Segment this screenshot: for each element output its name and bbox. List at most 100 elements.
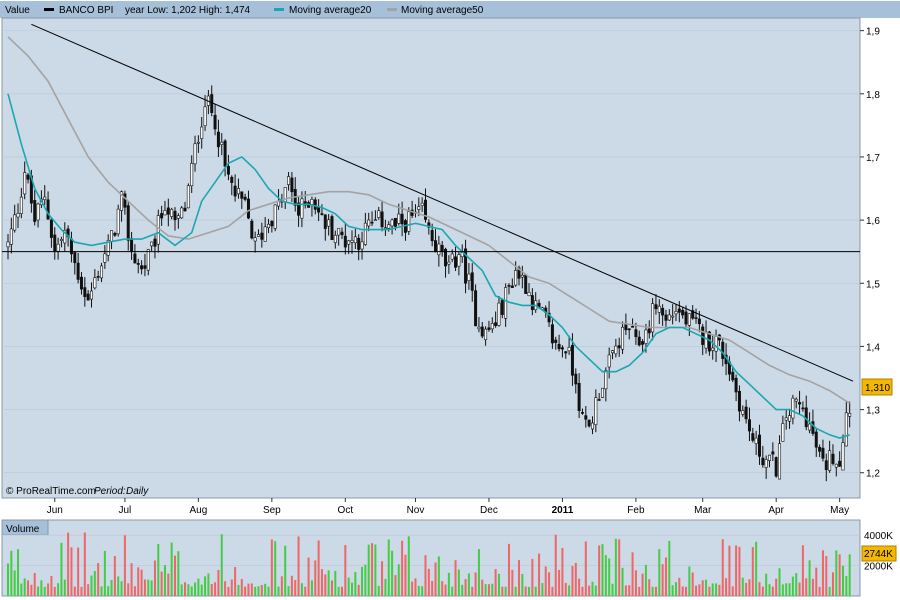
volume-bar [294,580,297,596]
candle-body [734,377,738,393]
candle-body [440,245,444,253]
volume-bar [113,556,116,596]
volume-bar [484,584,487,596]
volume-bar [417,585,420,596]
candle-body [731,371,735,381]
candle-body [310,198,314,205]
candle-body [497,302,501,326]
candle-body [340,231,344,236]
ma50-line [7,36,851,404]
candle-body [784,417,788,421]
price-tick-label: 1,6 [866,216,880,227]
volume-bar [234,567,237,596]
volume-bar [805,578,808,596]
volume-bar [738,546,741,596]
header-ma50-label: Moving average50 [401,5,484,16]
volume-bar [361,566,364,596]
volume-bar [685,586,688,596]
price-tick-label: 1,2 [866,469,880,480]
volume-bar [414,578,417,596]
candle-body [423,199,427,220]
volume-bar [701,580,704,596]
volume-bar [127,583,130,596]
candle-body [477,326,481,330]
volume-bar [775,578,778,596]
candle-body [360,241,364,250]
volume-bar [841,565,844,596]
volume-bar [117,576,120,596]
candle-body [757,434,761,457]
volume-bar [658,549,661,596]
candle-body [43,196,47,200]
candle-body [494,322,498,326]
candle-body [601,387,605,398]
month-label: Feb [627,505,645,516]
volume-bar [788,583,791,596]
candle-body [697,318,701,325]
volume-bar [825,556,828,596]
candle-body [828,450,832,471]
volume-bar [287,586,290,596]
candle-body [203,106,207,127]
candle-body [647,328,651,334]
volume-bar [511,569,514,596]
candle-body [273,204,277,229]
volume-bar [401,540,404,596]
volume-bar [761,586,764,596]
candle-body [530,295,534,311]
candle-body [798,402,802,405]
volume-bar [384,578,387,596]
candle-body [160,213,164,219]
volume-bar [310,580,313,596]
volume-bar [708,586,711,596]
volume-bar [194,582,197,596]
candle-body [240,191,244,199]
candle-body [89,290,93,300]
candle-body [778,443,782,480]
volume-bar [247,583,250,596]
volume-bar [260,584,263,596]
volume-bar [40,580,43,596]
volume-bar [167,573,170,596]
volume-bar [581,586,584,596]
candle-body [831,453,835,464]
candle-body [223,140,227,167]
volume-bar [120,581,123,596]
volume-bar [504,586,507,596]
volume-bar [130,563,133,596]
volume-bar [157,543,160,596]
volume-bar [681,586,684,596]
candle-body [621,326,625,350]
volume-bar [214,582,217,596]
candle-body [16,213,20,218]
volume-bar [584,541,587,596]
volume-bar [481,579,484,596]
candle-body [56,243,60,252]
volume-bar [140,569,143,596]
volume-bar [611,583,614,596]
candle-body [86,293,90,301]
volume-bar [187,584,190,596]
candle-body [153,238,157,247]
candle-body [427,222,431,228]
volume-bar [217,569,220,596]
month-label: Oct [338,505,354,516]
candle-body [233,185,237,197]
candle-body [180,207,184,219]
candle-body [848,413,852,417]
period-value: Daily [126,486,149,497]
volume-bar [551,586,554,596]
month-label: Dec [480,505,498,516]
candle-body [711,347,715,351]
volume-bar [828,586,831,596]
volume-bar [491,583,494,596]
volume-bar [97,563,100,596]
candle-body [437,243,441,256]
candle-body [580,412,584,414]
volume-bar [808,560,811,596]
volume-bar [735,545,738,596]
candle-body [791,397,795,419]
volume-bar [340,586,343,596]
volume-bar [451,586,454,596]
candle-body [510,285,514,288]
